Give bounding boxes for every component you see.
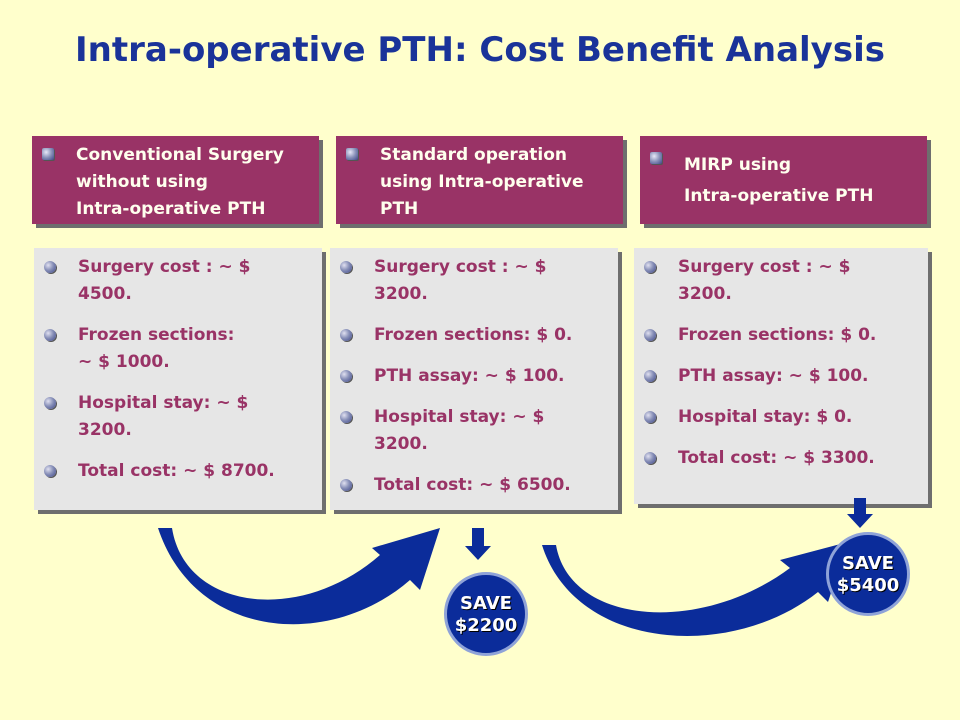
- cost-item: Frozen sections: $ 0.: [644, 322, 920, 349]
- cost-item: Frozen sections: ~ $ 1000.: [44, 322, 314, 376]
- cost-item-text: Surgery cost : ~ $ 3200.: [678, 257, 851, 304]
- header-text: Conventional Surgery without using Intra…: [76, 145, 284, 219]
- bullet-icon: [340, 479, 352, 491]
- bullet-icon: [44, 329, 56, 341]
- bullet-icon: [644, 261, 656, 273]
- cost-item-text: Surgery cost : ~ $ 4500.: [78, 257, 251, 304]
- save-label: SAVE: [842, 553, 894, 574]
- cost-box-mirp: Surgery cost : ~ $ 3200. Frozen sections…: [634, 248, 928, 504]
- cost-item: PTH assay: ~ $ 100.: [340, 363, 610, 390]
- down-arrow-icon: [465, 528, 491, 560]
- header-text: Standard operation using Intra-operative…: [380, 145, 584, 219]
- cost-item-text: Frozen sections: $ 0.: [678, 325, 877, 345]
- bullet-icon: [644, 370, 656, 382]
- cost-item-text: PTH assay: ~ $ 100.: [374, 366, 565, 386]
- cost-item: Surgery cost : ~ $ 3200.: [644, 254, 920, 308]
- bullet-icon: [340, 411, 352, 423]
- bullet-icon: [340, 261, 352, 273]
- bullet-icon: [650, 152, 662, 164]
- header-text: MIRP using Intra-operative PTH: [684, 155, 874, 206]
- cost-item-text: Hospital stay: ~ $ 3200.: [374, 407, 545, 454]
- cost-box-conventional: Surgery cost : ~ $ 4500. Frozen sections…: [34, 248, 322, 510]
- cost-item: PTH assay: ~ $ 100.: [644, 363, 920, 390]
- bullet-icon: [346, 148, 358, 160]
- cost-item-text: Total cost: ~ $ 8700.: [78, 461, 275, 481]
- cost-item-text: Total cost: ~ $ 3300.: [678, 448, 875, 468]
- bullet-icon: [44, 397, 56, 409]
- cost-item: Hospital stay: ~ $ 3200.: [44, 390, 314, 444]
- cost-item-text: Hospital stay: $ 0.: [678, 407, 853, 427]
- cost-item-text: Surgery cost : ~ $ 3200.: [374, 257, 547, 304]
- header-mirp: MIRP using Intra-operative PTH: [640, 136, 927, 224]
- cost-item: Total cost: ~ $ 8700.: [44, 458, 314, 485]
- cost-item-text: PTH assay: ~ $ 100.: [678, 366, 869, 386]
- bullet-icon: [44, 465, 56, 477]
- cost-item: Surgery cost : ~ $ 4500.: [44, 254, 314, 308]
- cost-item: Total cost: ~ $ 6500.: [340, 472, 610, 499]
- cost-item: Hospital stay: $ 0.: [644, 404, 920, 431]
- cost-box-standard: Surgery cost : ~ $ 3200. Frozen sections…: [330, 248, 618, 510]
- save-amount: $5400: [836, 575, 900, 596]
- curved-arrow-icon: [158, 528, 440, 625]
- save-badge-2200: SAVE $2200: [444, 572, 528, 656]
- cost-item-text: Hospital stay: ~ $ 3200.: [78, 393, 249, 440]
- curved-arrow-icon: [542, 542, 848, 636]
- cost-item-text: Frozen sections: ~ $ 1000.: [78, 325, 235, 372]
- save-amount: $2200: [454, 615, 518, 636]
- bullet-icon: [644, 452, 656, 464]
- bullet-icon: [644, 411, 656, 423]
- cost-item: Frozen sections: $ 0.: [340, 322, 610, 349]
- cost-item: Total cost: ~ $ 3300.: [644, 445, 920, 472]
- bullet-icon: [42, 148, 54, 160]
- bullet-icon: [340, 370, 352, 382]
- cost-item-text: Total cost: ~ $ 6500.: [374, 475, 571, 495]
- slide-title: Intra-operative PTH: Cost Benefit Analys…: [75, 30, 885, 70]
- bullet-icon: [644, 329, 656, 341]
- bullet-icon: [44, 261, 56, 273]
- header-standard-operation: Standard operation using Intra-operative…: [336, 136, 623, 224]
- save-badge-5400: SAVE $5400: [826, 532, 910, 616]
- cost-item-text: Frozen sections: $ 0.: [374, 325, 573, 345]
- header-conventional-surgery: Conventional Surgery without using Intra…: [32, 136, 319, 224]
- bullet-icon: [340, 329, 352, 341]
- cost-item: Surgery cost : ~ $ 3200.: [340, 254, 610, 308]
- save-label: SAVE: [460, 593, 512, 614]
- cost-item: Hospital stay: ~ $ 3200.: [340, 404, 610, 458]
- down-arrow-icon: [847, 498, 873, 528]
